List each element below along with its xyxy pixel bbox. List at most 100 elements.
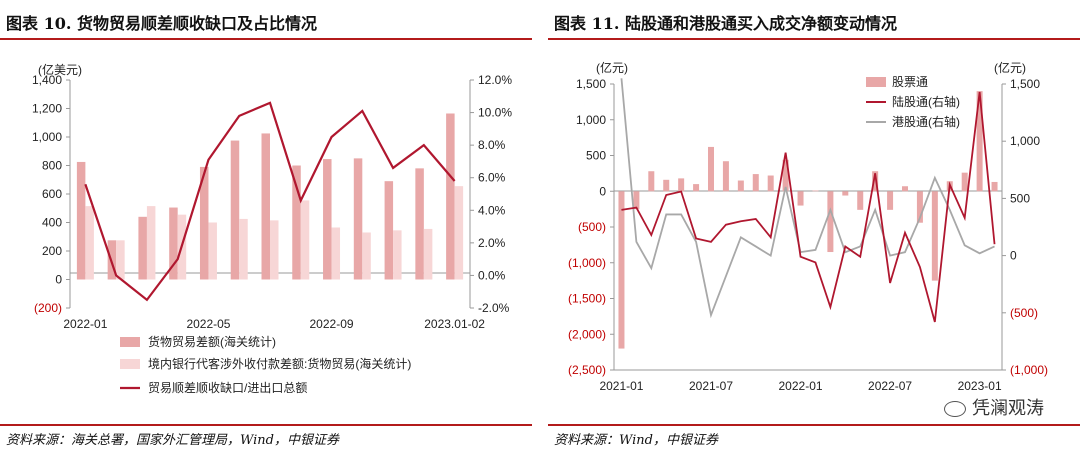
bar-stock-connect (812, 190, 819, 192)
trade-gap-chart: (亿美元)1,400 1,200 1,000 800 600 400 200 0 (200) 12… (32, 62, 512, 395)
y-tick-label-left: (500) (578, 220, 606, 234)
bar-bank-settlement (393, 230, 402, 280)
stock-connect-chart: (亿元) (亿元) 1,500 1,000 500 0 (500) (1,000) (1,500… (568, 60, 1048, 393)
y-tick-label-left: 400 (42, 216, 62, 230)
y-tick-label-left: 800 (42, 159, 62, 173)
bar-stock-connect (618, 191, 625, 349)
bar-stock-connect (693, 184, 700, 192)
bar-stock-connect (752, 174, 759, 192)
bar-stock-connect (767, 175, 774, 192)
line-northbound (621, 91, 996, 323)
y-tick-label-left: 0 (55, 273, 62, 287)
bar-stock-connect (708, 146, 714, 192)
y-tick-label-right: 1,500 (1010, 77, 1040, 91)
bar-trade-balance (384, 181, 394, 280)
title-rule (0, 38, 532, 40)
source-note: 资料来源：海关总署，国家外汇管理局，Wind，中银证券 (6, 433, 339, 448)
bar-stock-connect (782, 159, 789, 192)
y-tick-label-left: 1,000 (576, 113, 606, 127)
line-southbound (620, 78, 995, 319)
source-note: 资料来源：Wind，中银证券 (554, 433, 718, 448)
y-tick-label-right: 1,000 (1010, 134, 1040, 148)
legend-label: 陆股通(右轴) (892, 94, 960, 109)
bar-trade-balance (446, 113, 455, 280)
line-gap-ratio (84, 101, 456, 302)
y-tick-label-right: 500 (1010, 191, 1030, 205)
x-tick-label: 2022-05 (186, 317, 230, 331)
bar-stock-connect (976, 91, 983, 192)
bar-stock-connect (633, 191, 640, 210)
y-axis-unit-right: (亿元) (994, 60, 1026, 75)
y-tick-label-right: 2.0% (478, 236, 506, 250)
y-tick-label-right: 12.0% (478, 73, 512, 87)
y-tick-label-left: (1,500) (568, 292, 606, 306)
y-tick-label-left: 0 (599, 184, 606, 198)
bar-bank-settlement (208, 222, 217, 280)
bar-stock-connect (722, 161, 729, 192)
chart-title: 图表 11. 陆股通和港股通买入成交净额变动情况 (554, 14, 897, 33)
x-tick-label: 2022-09 (310, 317, 354, 331)
bar-bank-settlement (454, 186, 464, 280)
bar-trade-balance (415, 168, 424, 280)
y-tick-label-right: 0.0% (478, 268, 506, 282)
bar-bank-settlement (362, 232, 371, 280)
y-tick-label-left: 1,400 (32, 73, 62, 87)
bar-trade-balance (76, 161, 86, 280)
bar-stock-connect (902, 186, 908, 192)
y-tick-label-right: 0 (1010, 249, 1017, 263)
legend-label: 货物贸易差额(海关统计) (148, 334, 276, 349)
bar-stock-connect (916, 191, 923, 223)
bar-trade-balance (292, 165, 301, 280)
y-tick-label-left: 200 (42, 244, 62, 258)
x-tick-label: 2023.01-02 (424, 317, 485, 331)
x-tick-label: 2021-07 (689, 379, 733, 393)
y-tick-label-right: 8.0% (478, 138, 506, 152)
bar-stock-connect (842, 191, 849, 196)
bar-bank-settlement (85, 206, 94, 280)
bar-stock-connect (648, 171, 655, 192)
legend-swatch (120, 337, 140, 347)
y-tick-label-right: 10.0% (478, 106, 512, 120)
bar-stock-connect (887, 191, 894, 210)
x-tick-label: 2022-01 (63, 317, 107, 331)
bar-trade-balance (138, 216, 147, 280)
y-tick-label-left: (2,500) (568, 363, 606, 377)
x-tick-label: 2023-01 (958, 379, 1002, 393)
bar-stock-connect (931, 191, 938, 281)
bar-bank-settlement (331, 227, 341, 280)
bar-bank-settlement (146, 206, 156, 280)
y-tick-label-left: (2,000) (568, 327, 606, 341)
watermark-text: 凭澜观涛 (972, 398, 1044, 419)
x-tick-label: 2022-01 (779, 379, 823, 393)
bar-stock-connect (827, 191, 834, 253)
bar-bank-settlement (239, 218, 248, 280)
wechat-icon (944, 401, 966, 417)
bar-stock-connect (857, 191, 864, 210)
watermark: 凭澜观涛 (944, 394, 1044, 420)
source-rule (0, 424, 532, 426)
y-tick-label-right: (1,000) (1010, 363, 1048, 377)
y-tick-label-left: (200) (34, 301, 62, 315)
bar-trade-balance (199, 166, 209, 280)
chart-panel-left: 图表 10. 货物贸易顺差顺收缺口及占比情况 (亿美元) 1,400 1,200 1,… (0, 0, 532, 459)
bar-trade-balance (230, 140, 240, 280)
bar-trade-balance (323, 159, 332, 280)
y-tick-label-right: -2.0% (478, 301, 510, 315)
bar-stock-connect (737, 180, 744, 192)
bar-stock-connect (872, 171, 879, 192)
y-tick-label-right: 4.0% (478, 203, 506, 217)
bar-bank-settlement (270, 220, 279, 280)
bar-bank-settlement (116, 240, 125, 280)
bar-trade-balance (353, 158, 363, 280)
y-axis-unit-left: (亿元) (596, 60, 628, 75)
source-rule (548, 424, 1080, 426)
legend-label: 港股通(右轴) (892, 114, 960, 129)
y-tick-label-left: 1,000 (32, 130, 62, 144)
bar-stock-connect (991, 181, 998, 192)
bar-trade-balance (169, 207, 178, 280)
y-tick-label-left: (1,000) (568, 256, 606, 270)
title-rule (548, 38, 1080, 40)
y-tick-label-left: 1,500 (576, 77, 606, 91)
y-tick-label-left: 500 (586, 149, 606, 163)
bar-stock-connect (678, 178, 685, 192)
